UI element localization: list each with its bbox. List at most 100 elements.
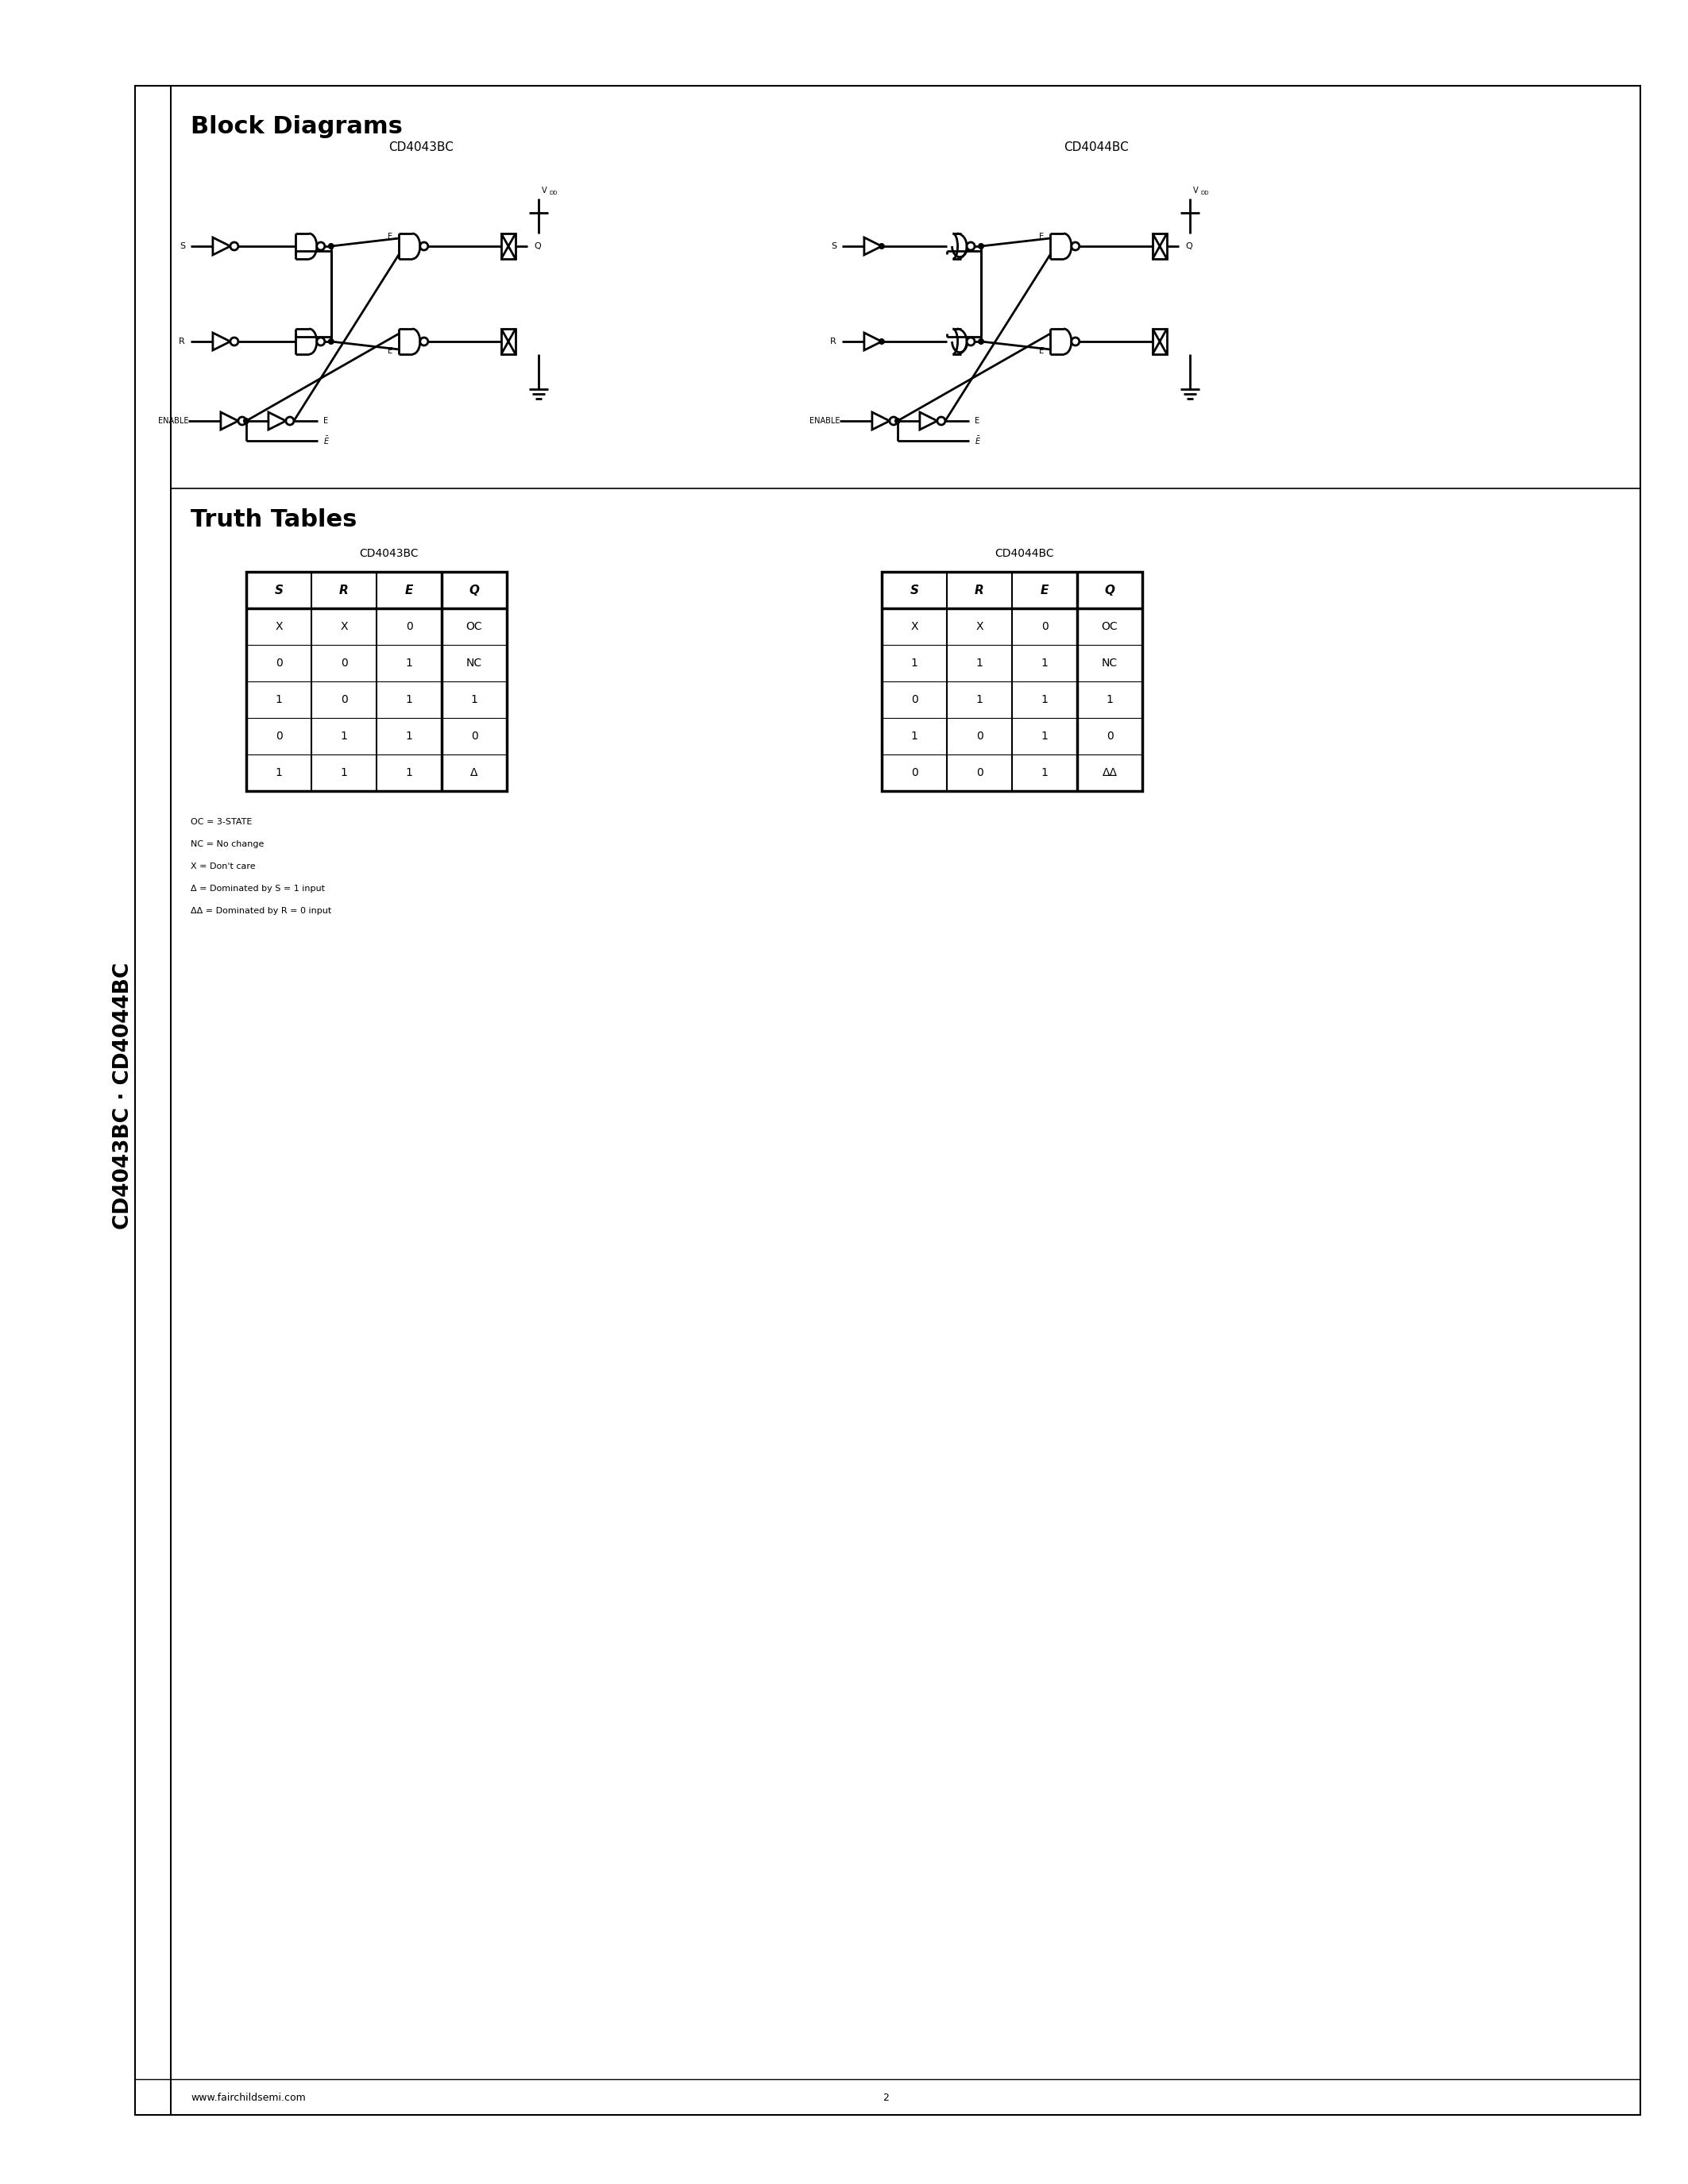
Circle shape (230, 339, 238, 345)
Text: R: R (830, 339, 837, 345)
Text: OC: OC (1102, 620, 1117, 631)
Text: OC = 3-STATE: OC = 3-STATE (191, 819, 252, 826)
Text: E: E (405, 583, 414, 596)
Text: NC: NC (466, 657, 483, 668)
Text: 1: 1 (912, 732, 918, 743)
Text: V: V (1193, 186, 1198, 194)
Text: Truth Tables: Truth Tables (191, 509, 356, 531)
Bar (1153, 330, 1166, 354)
Circle shape (890, 417, 898, 426)
Text: S: S (179, 242, 186, 251)
Text: ΔΔ: ΔΔ (1102, 767, 1117, 778)
Text: ENABLE: ENABLE (157, 417, 189, 426)
Text: 1: 1 (275, 767, 282, 778)
Text: ENABLE: ENABLE (809, 417, 839, 426)
Text: E: E (324, 417, 327, 426)
Text: 1: 1 (1041, 657, 1048, 668)
Circle shape (1072, 339, 1079, 345)
Text: 0: 0 (275, 657, 282, 668)
Circle shape (317, 242, 324, 251)
Text: 2: 2 (883, 2092, 890, 2103)
Text: NC: NC (1102, 657, 1117, 668)
Circle shape (967, 339, 974, 345)
Text: 1: 1 (912, 657, 918, 668)
Text: OC: OC (466, 620, 483, 631)
Bar (246, 572, 506, 791)
Text: DD: DD (549, 190, 557, 194)
Text: E: E (974, 417, 979, 426)
Text: 0: 0 (912, 695, 918, 705)
Circle shape (327, 242, 334, 249)
Text: 1: 1 (341, 767, 348, 778)
Text: E: E (388, 234, 393, 240)
Circle shape (977, 242, 984, 249)
Text: 0: 0 (912, 767, 918, 778)
Text: E̅: E̅ (1040, 347, 1045, 356)
Text: $\bar{E}$: $\bar{E}$ (324, 435, 329, 446)
Text: 0: 0 (976, 732, 982, 743)
Text: 1: 1 (1041, 695, 1048, 705)
Text: X: X (976, 620, 982, 631)
Text: 0: 0 (341, 657, 348, 668)
Text: S: S (830, 242, 837, 251)
Bar (1153, 234, 1166, 260)
Text: CD4043BC: CD4043BC (360, 548, 419, 559)
Circle shape (878, 339, 885, 345)
Text: 0: 0 (405, 620, 412, 631)
Text: 1: 1 (471, 695, 478, 705)
Text: 0: 0 (976, 767, 982, 778)
Text: R: R (179, 339, 186, 345)
Text: CD4044BC: CD4044BC (996, 548, 1055, 559)
Circle shape (327, 339, 334, 345)
Text: 1: 1 (405, 695, 412, 705)
Text: Q: Q (533, 242, 540, 251)
Text: R: R (974, 583, 984, 596)
Circle shape (238, 417, 246, 426)
Text: 1: 1 (976, 695, 982, 705)
Text: CD4043BC · CD4044BC: CD4043BC · CD4044BC (113, 963, 133, 1230)
Text: X: X (910, 620, 918, 631)
Circle shape (895, 417, 901, 424)
Text: CD4043BC: CD4043BC (388, 142, 454, 153)
Text: E: E (1040, 583, 1048, 596)
Text: S: S (910, 583, 918, 596)
Text: 0: 0 (341, 695, 348, 705)
Circle shape (243, 417, 250, 424)
Bar (501, 234, 515, 260)
Text: R: R (339, 583, 349, 596)
Circle shape (285, 417, 294, 426)
Circle shape (937, 417, 945, 426)
Text: V: V (542, 186, 547, 194)
Text: ΔΔ = Dominated by R = 0 input: ΔΔ = Dominated by R = 0 input (191, 906, 331, 915)
Text: Δ: Δ (471, 767, 478, 778)
Text: Q: Q (1185, 242, 1192, 251)
Bar (501, 330, 515, 354)
Text: 0: 0 (471, 732, 478, 743)
Circle shape (317, 339, 324, 345)
Text: 1: 1 (405, 657, 412, 668)
Text: Δ = Dominated by S = 1 input: Δ = Dominated by S = 1 input (191, 885, 324, 893)
Circle shape (420, 242, 429, 251)
Text: Block Diagrams: Block Diagrams (191, 116, 403, 138)
Text: 1: 1 (1041, 767, 1048, 778)
Text: 0: 0 (275, 732, 282, 743)
Text: 0: 0 (1041, 620, 1048, 631)
Circle shape (977, 339, 984, 345)
Text: Q: Q (469, 583, 479, 596)
Text: 1: 1 (405, 732, 412, 743)
Text: $\bar{E}$: $\bar{E}$ (974, 435, 981, 446)
Text: S: S (275, 583, 284, 596)
Text: X: X (341, 620, 348, 631)
Circle shape (420, 339, 429, 345)
Circle shape (230, 242, 238, 251)
Text: 1: 1 (341, 732, 348, 743)
Circle shape (967, 242, 974, 251)
Bar (135, 85, 1641, 2114)
Text: E: E (1040, 234, 1045, 240)
Text: 1: 1 (1041, 732, 1048, 743)
Text: 1: 1 (1106, 695, 1114, 705)
Circle shape (878, 242, 885, 249)
Text: DD: DD (1200, 190, 1209, 194)
Text: 1: 1 (405, 767, 412, 778)
Text: 1: 1 (275, 695, 282, 705)
